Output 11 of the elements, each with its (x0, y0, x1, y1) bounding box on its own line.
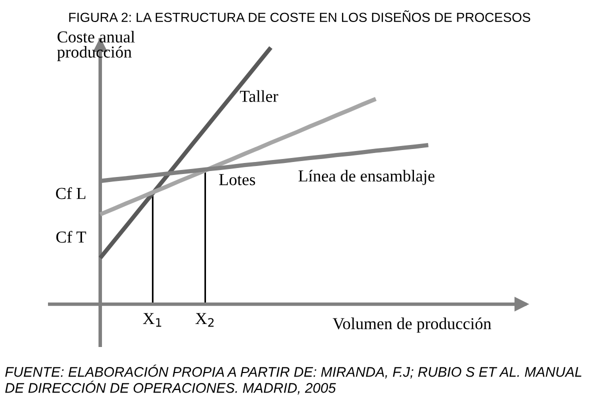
series-label: Taller (240, 90, 278, 102)
x-tick-label: X$_{1}$ (143, 313, 162, 327)
series-label: Lotes (219, 174, 256, 186)
x-axis-title: Volumen de producción (332, 318, 492, 333)
y-axis-title: Coste anual producción (57, 30, 135, 62)
text: Cf L (56, 187, 86, 200)
series-label: Línea de ensamblaje (298, 170, 434, 185)
text: Cf T (56, 230, 86, 243)
x-tick-label: X$_{2}$ (195, 313, 214, 327)
chart-title: FIGURA 2: LA ESTRUCTURA DE COSTE EN LOS DISEÑOS DE PROCESOS (69, 10, 530, 22)
source-note: FUENTE: ELABORACIÓN PROPIA A PARTIR DE: MIRANDA, F.J; RUBIO S ET AL. MANUAL DE DIRECCIÓN DE OPERACIONES. MADRID, 2005 (5, 364, 582, 395)
